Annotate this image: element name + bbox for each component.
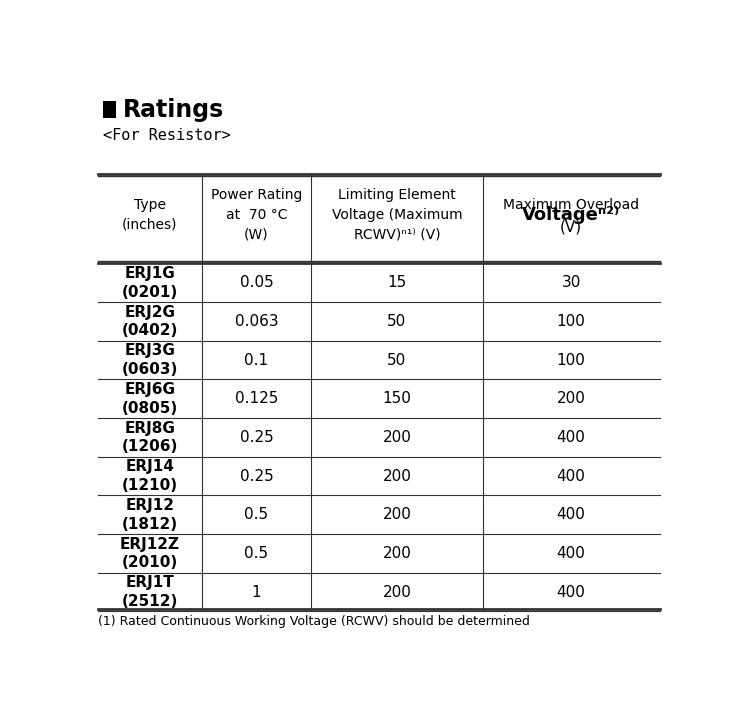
- Text: 100: 100: [556, 352, 586, 368]
- Text: 200: 200: [383, 585, 411, 600]
- Text: ERJ1G
(0201): ERJ1G (0201): [121, 266, 178, 299]
- Text: Power Rating
at  70 °C
(W): Power Rating at 70 °C (W): [210, 189, 302, 242]
- Text: 400: 400: [556, 430, 586, 445]
- Text: <For Resistor>: <For Resistor>: [103, 128, 231, 143]
- Text: 50: 50: [387, 314, 406, 329]
- Text: 200: 200: [556, 391, 586, 406]
- Text: Voltageⁿ²⁾: Voltageⁿ²⁾: [522, 206, 620, 224]
- Text: 0.25: 0.25: [239, 469, 273, 483]
- Text: ERJ14
(1210): ERJ14 (1210): [121, 459, 177, 493]
- Text: 400: 400: [556, 546, 586, 561]
- Text: (1) Rated Continuous Working Voltage (RCWV) should be determined: (1) Rated Continuous Working Voltage (RC…: [98, 615, 530, 628]
- Text: ERJ8G
(1206): ERJ8G (1206): [121, 421, 178, 454]
- Text: Maximum Overload: Maximum Overload: [503, 198, 639, 212]
- Text: 0.5: 0.5: [244, 546, 269, 561]
- Text: ERJ1T
(2512): ERJ1T (2512): [121, 575, 178, 609]
- Text: ERJ2G
(0402): ERJ2G (0402): [121, 304, 178, 339]
- Text: Type
(inches): Type (inches): [122, 198, 177, 232]
- Text: 0.05: 0.05: [239, 275, 273, 290]
- Text: 400: 400: [556, 507, 586, 522]
- Text: 0.063: 0.063: [235, 314, 278, 329]
- Text: 400: 400: [556, 469, 586, 483]
- Text: 50: 50: [387, 352, 406, 368]
- Text: Ratings: Ratings: [123, 98, 224, 122]
- Text: 1: 1: [252, 585, 261, 600]
- Text: 100: 100: [556, 314, 586, 329]
- Bar: [103, 101, 116, 118]
- Text: Limiting Element
Voltage (Maximum
RCWV)ⁿ¹⁾ (V): Limiting Element Voltage (Maximum RCWV)ⁿ…: [332, 189, 462, 242]
- Text: ERJ3G
(0603): ERJ3G (0603): [121, 344, 178, 377]
- Text: 30: 30: [562, 275, 581, 290]
- Text: 200: 200: [383, 430, 411, 445]
- Text: ERJ6G
(0805): ERJ6G (0805): [121, 382, 178, 416]
- Text: 0.125: 0.125: [235, 391, 278, 406]
- Text: 0.1: 0.1: [244, 352, 269, 368]
- Text: ERJ12
(1812): ERJ12 (1812): [121, 498, 177, 531]
- Text: 200: 200: [383, 507, 411, 522]
- Text: 400: 400: [556, 585, 586, 600]
- Text: 200: 200: [383, 546, 411, 561]
- Text: 15: 15: [387, 275, 406, 290]
- Text: 200: 200: [383, 469, 411, 483]
- Text: ERJ12Z
(2010): ERJ12Z (2010): [120, 537, 180, 570]
- Text: 0.5: 0.5: [244, 507, 269, 522]
- Text: (V): (V): [560, 220, 582, 234]
- Text: 0.25: 0.25: [239, 430, 273, 445]
- Text: 150: 150: [383, 391, 411, 406]
